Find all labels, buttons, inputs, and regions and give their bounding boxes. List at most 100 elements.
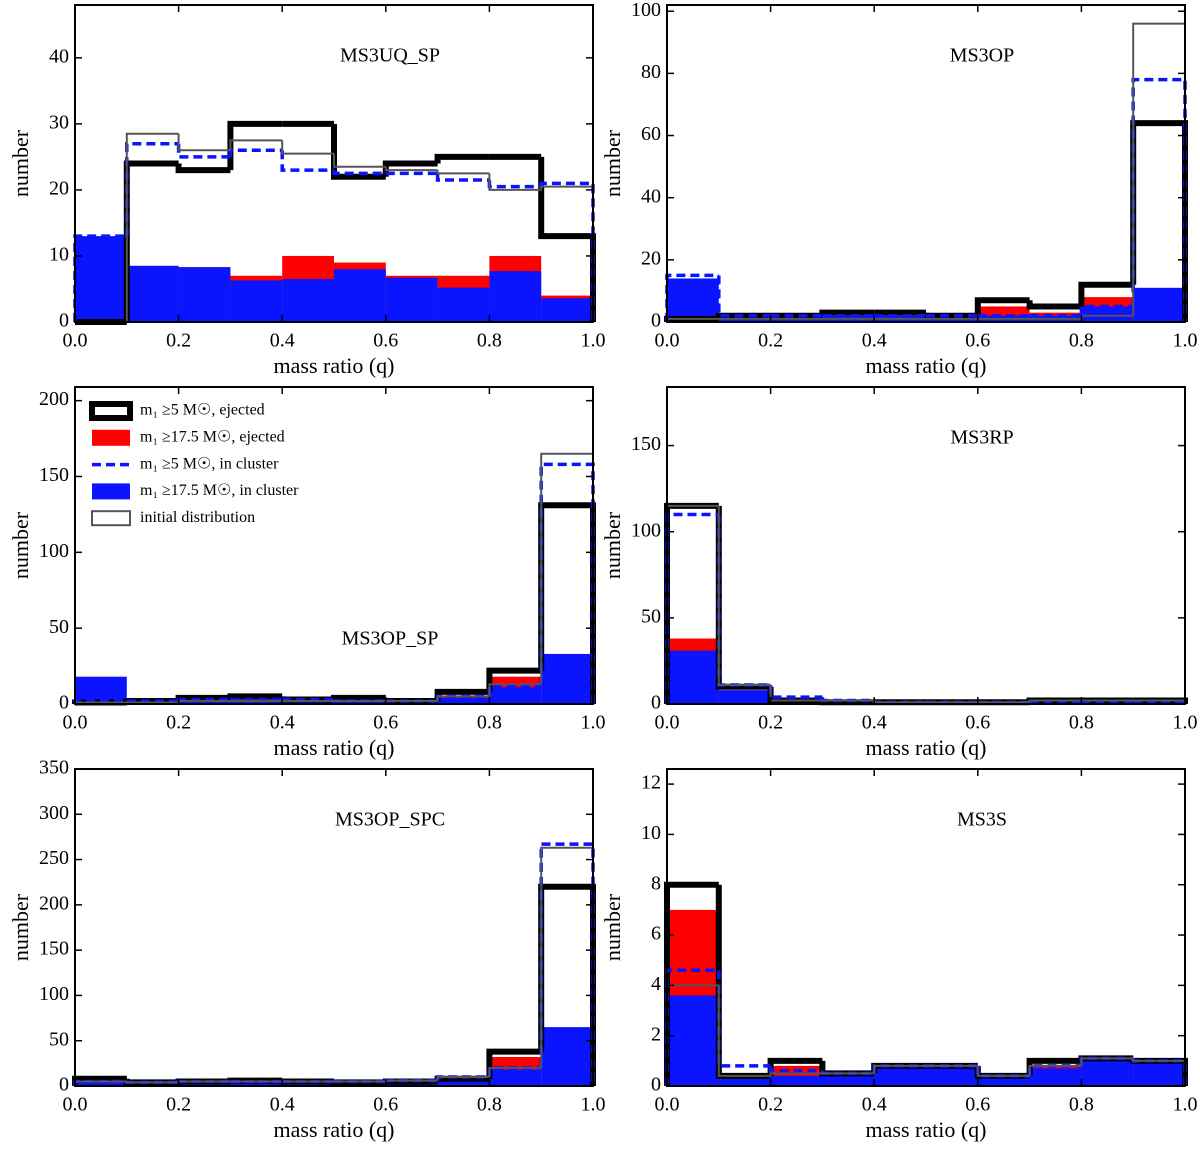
y-tick-label: 300: [39, 802, 69, 824]
x-tick-label: 0.0: [63, 712, 88, 734]
step: [768, 685, 823, 699]
x-tick-label: 0.4: [862, 330, 887, 352]
bar: [1133, 287, 1185, 322]
panel: 0 50 100 150 200 0.0 0.2 0.4 0.6 0.8 1.0 mass ratio…: [8, 386, 606, 760]
x-tick-label: 0.0: [63, 1094, 88, 1116]
step: [715, 884, 771, 1079]
bar: [1029, 1068, 1082, 1086]
x-tick-label: 0.2: [758, 330, 783, 352]
step: [125, 1081, 179, 1084]
step: [227, 120, 283, 171]
step: [717, 514, 771, 687]
y-tick-label: 30: [49, 111, 69, 133]
bar: [977, 1078, 1030, 1086]
x-tick-label: 0.6: [373, 330, 398, 352]
step: [175, 163, 231, 174]
step: [177, 133, 231, 152]
bar: [718, 1078, 771, 1086]
axes-frame: [666, 386, 1186, 705]
bar: [541, 653, 593, 704]
y-tick-label: 100: [39, 540, 69, 562]
x-tick-label: 0.0: [655, 1094, 680, 1116]
step: [1079, 304, 1134, 316]
x-tick-label: 0.8: [477, 330, 502, 352]
step: [488, 683, 542, 697]
step: [769, 1072, 823, 1076]
y-tick-label: 200: [39, 892, 69, 914]
step: [717, 970, 771, 1068]
y-tick-label: 40: [641, 185, 661, 207]
bar: [334, 700, 386, 704]
y-tick-label: 0: [59, 310, 69, 332]
y-tick-label: 350: [39, 757, 69, 779]
y-tick-label: 150: [39, 464, 69, 486]
y-tick-label: 10: [49, 244, 69, 266]
legend-swatch: [92, 483, 130, 500]
step: [819, 1060, 875, 1077]
bar: [822, 1073, 875, 1086]
bar: [667, 995, 719, 1086]
step: [434, 153, 490, 164]
x-tick-label: 0.8: [1069, 1094, 1094, 1116]
y-tick-label: 50: [49, 616, 69, 638]
bar: [178, 267, 231, 322]
bar: [437, 287, 490, 322]
step: [436, 1075, 490, 1081]
step: [488, 1066, 542, 1077]
y-tick-label: 100: [631, 0, 661, 21]
step: [1026, 300, 1082, 310]
step: [125, 132, 179, 322]
y-axis-label: number: [8, 893, 33, 961]
y-tick-label: 20: [641, 247, 661, 269]
x-tick-label: 0.0: [655, 330, 680, 352]
bar: [385, 277, 438, 322]
step: [974, 297, 1030, 316]
legend-label: m₁ ≥17.5 M☉, in cluster: [140, 482, 299, 499]
step: [1133, 700, 1187, 705]
y-axis-label: number: [600, 129, 625, 197]
y-axis-label: number: [8, 511, 33, 579]
step: [177, 1080, 231, 1083]
step: [715, 505, 771, 690]
x-tick-label: 0.8: [1069, 712, 1094, 734]
axes-frame: [666, 768, 1186, 1087]
legend-label: initial distribution: [140, 509, 255, 526]
x-tick-label: 0.0: [63, 330, 88, 352]
bar: [230, 280, 283, 322]
x-tick-label: 0.6: [373, 1094, 398, 1116]
y-tick-label: 50: [641, 605, 661, 627]
y-tick-label: 4: [651, 973, 661, 995]
bar: [1081, 306, 1134, 322]
legend-label: m₁ ≥5 M☉, ejected: [140, 402, 265, 419]
y-tick-label: 20: [49, 178, 69, 200]
panel-title: MS3RP: [950, 427, 1013, 449]
bar: [489, 1069, 542, 1086]
bar: [75, 236, 127, 322]
x-tick-label: 0.4: [270, 1094, 295, 1116]
step: [227, 693, 283, 700]
bar: [489, 271, 542, 322]
panel-title: MS3UQ_SP: [340, 45, 440, 67]
legend-label: m₁ ≥17.5 M☉, ejected: [140, 428, 285, 445]
bar: [926, 1065, 978, 1086]
x-tick-label: 0.0: [655, 712, 680, 734]
y-tick-label: 80: [641, 61, 661, 83]
y-axis-label: number: [600, 893, 625, 961]
step: [281, 140, 334, 155]
legend-swatch: [89, 401, 133, 421]
x-axis-label: mass ratio (q): [866, 353, 987, 378]
step: [768, 1065, 823, 1073]
step: [1028, 1064, 1082, 1076]
x-tick-label: 1.0: [581, 1094, 606, 1116]
y-tick-label: 100: [39, 983, 69, 1005]
legend-label: m₁ ≥5 M☉, in cluster: [140, 455, 279, 472]
panel-title: MS3OP_SPC: [335, 809, 445, 831]
y-axis-label: number: [600, 511, 625, 579]
x-tick-label: 0.2: [166, 712, 191, 734]
step: [333, 153, 386, 168]
axes-frame: [74, 386, 594, 705]
step: [228, 148, 283, 157]
panel: 0 20 40 60 80 100 0.0 0.2 0.4 0.6 0.8 1.0 mass ratio…: [600, 0, 1197, 378]
step: [717, 275, 771, 318]
step: [280, 150, 334, 172]
